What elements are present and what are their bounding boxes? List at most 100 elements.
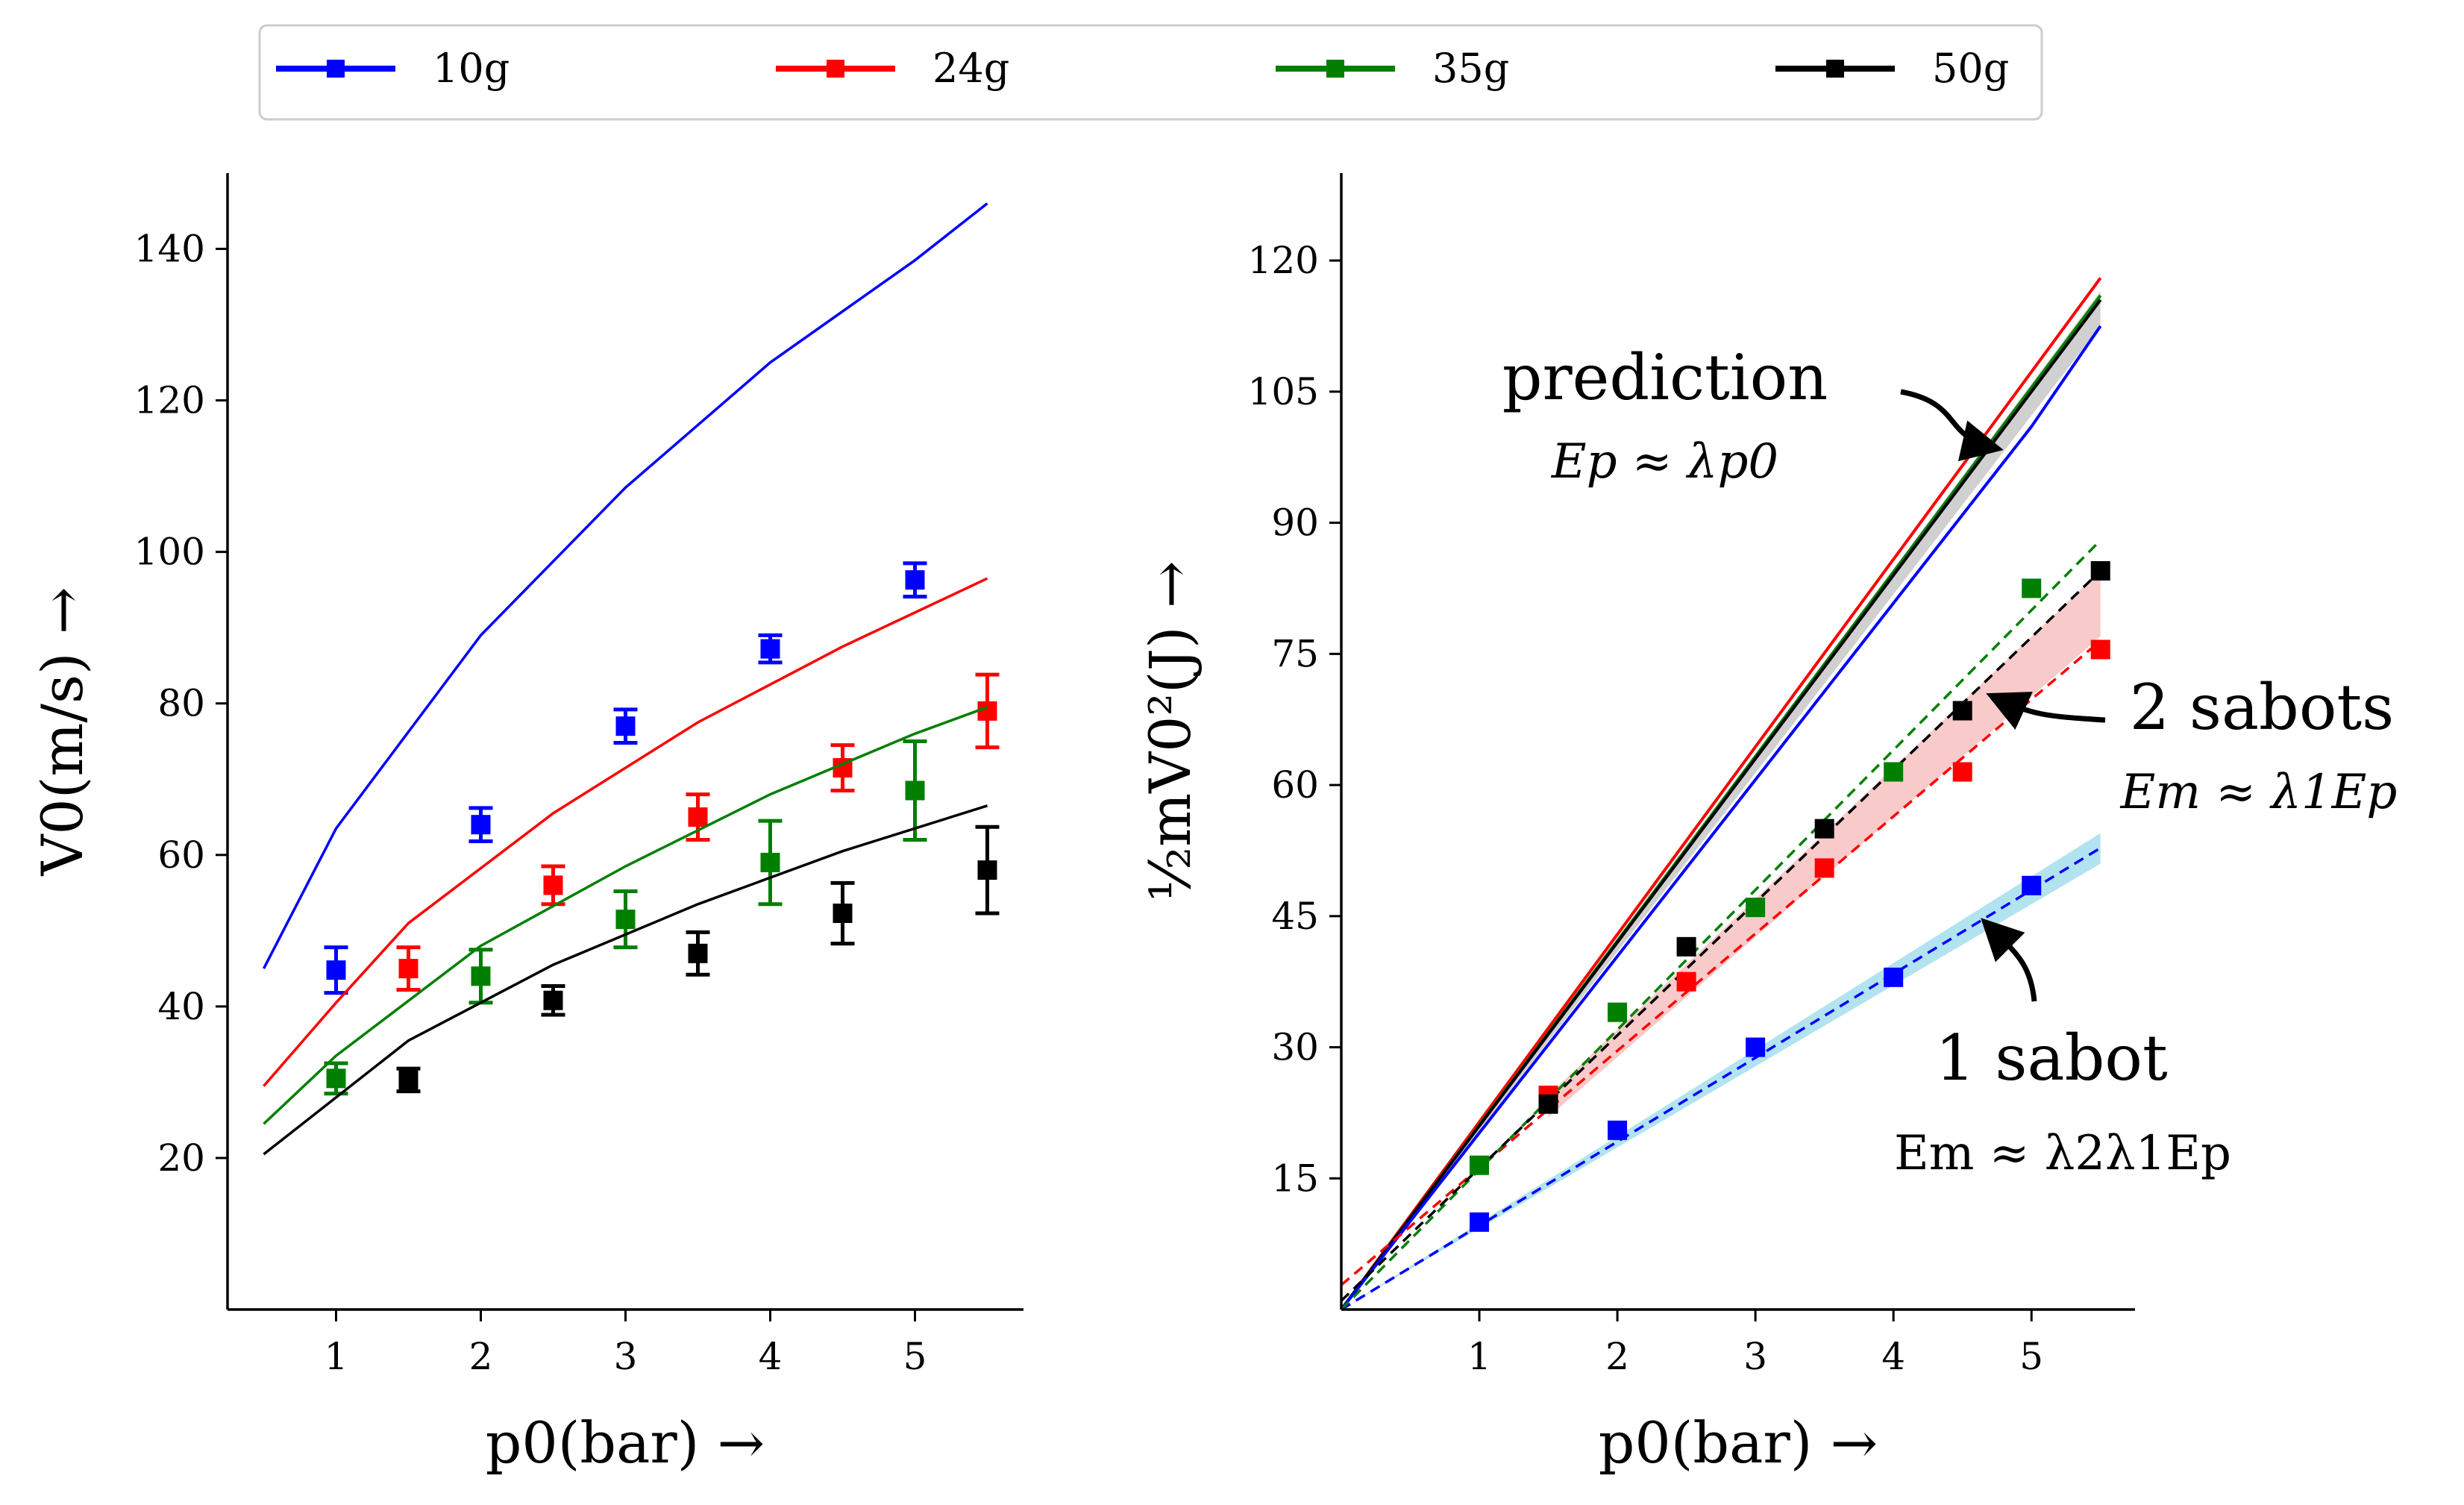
right-y-tick-label-90: 90	[1271, 501, 1319, 545]
right-y-tick-label-45: 45	[1271, 895, 1319, 938]
fit-line-24g	[1340, 639, 2101, 1286]
model-line-50g	[263, 804, 988, 1156]
data-point-50g-0	[398, 1070, 418, 1090]
right-y-tick-label-30: 30	[1271, 1026, 1319, 1069]
legend-label-35g: 35g	[1432, 45, 1509, 92]
energy-point-10g-0	[1470, 1212, 1490, 1232]
energy-point-35g-0	[1470, 1155, 1490, 1175]
annotation-one-sabot-eq: Em ≈ λ2λ1Ep	[1894, 1126, 2231, 1181]
energy-point-50g-3	[1952, 701, 1972, 721]
prediction-line-50g	[1340, 298, 2102, 1311]
data-point-10g-2	[615, 716, 636, 736]
energy-point-50g-0	[1538, 1094, 1558, 1114]
right-y-label: ½mV0²(J) →	[1137, 560, 1203, 901]
energy-point-24g-4	[2090, 639, 2110, 660]
arrow-one-sabot	[1981, 918, 2037, 1002]
energy-point-24g-3	[1952, 762, 1972, 782]
prediction-line-10g	[1340, 325, 2102, 1311]
right-x-label: p0(bar) →	[1599, 1409, 1878, 1476]
arrow-two-sabots	[1986, 692, 2106, 730]
left-y-tick-label-80: 80	[157, 682, 205, 725]
data-point-24g-4	[977, 701, 997, 721]
data-point-35g-1	[471, 966, 491, 986]
legend-marker-24g	[827, 60, 844, 78]
energy-point-50g-2	[1814, 819, 1834, 839]
annotation-two-sabots: 2 sabots	[2130, 671, 2395, 744]
left-x-tick-label-5: 5	[903, 1335, 927, 1378]
annotation-prediction: prediction	[1502, 341, 1828, 414]
data-point-10g-3	[760, 639, 780, 659]
data-point-35g-4	[905, 780, 925, 801]
data-point-10g-1	[471, 815, 491, 835]
energy-point-10g-2	[1746, 1037, 1766, 1057]
right-y-tick-label-75: 75	[1271, 632, 1319, 675]
energy-point-10g-1	[1608, 1120, 1628, 1140]
right-x-tick-label-2: 2	[1605, 1335, 1629, 1378]
data-point-50g-2	[688, 943, 708, 963]
left-y-label: V0(m/s) →	[29, 586, 95, 876]
data-point-35g-0	[326, 1068, 346, 1089]
data-point-24g-2	[688, 807, 708, 827]
legend-marker-10g	[327, 60, 345, 78]
data-point-50g-4	[977, 860, 997, 880]
right-x-tick-label-5: 5	[2019, 1335, 2043, 1378]
data-point-24g-1	[543, 875, 563, 895]
legend-label-24g: 24g	[932, 45, 1009, 92]
left-panel: 1 2 3 4 5 20 40 60 80 100 120 140 p0(bar) → V0(m/s)…	[29, 173, 1023, 1476]
right-y-tick-label-105: 105	[1248, 370, 1319, 413]
right-x-tick-label-1: 1	[1467, 1335, 1491, 1378]
right-y-tick-label-120: 120	[1248, 239, 1319, 282]
data-point-10g-0	[326, 960, 346, 980]
legend-marker-35g	[1326, 60, 1344, 78]
energy-point-35g-2	[1746, 898, 1766, 918]
energy-point-50g-1	[1676, 936, 1696, 957]
right-x-tick-label-4: 4	[1881, 1335, 1905, 1378]
left-x-tick-label-2: 2	[469, 1335, 493, 1378]
left-y-tick-label-60: 60	[157, 833, 205, 877]
arrow-prediction	[1900, 389, 2004, 462]
energy-point-35g-3	[1884, 762, 1904, 782]
data-point-24g-0	[398, 959, 418, 979]
data-point-35g-3	[760, 852, 780, 872]
annotation-prediction-eq: Ep ≈ λp0	[1551, 434, 1778, 489]
legend: 10g 24g 35g 50g	[258, 24, 2043, 121]
left-x-tick-label-4: 4	[759, 1335, 783, 1378]
left-y-tick-label-100: 100	[134, 531, 205, 574]
energy-point-35g-1	[1608, 1002, 1628, 1022]
right-y-tick-label-15: 15	[1271, 1157, 1319, 1200]
left-x-tick-label-3: 3	[614, 1335, 638, 1378]
energy-point-10g-3	[1884, 967, 1904, 987]
right-y-tick-label-60: 60	[1271, 763, 1319, 807]
one-sabot-band	[1341, 833, 2101, 1310]
legend-label-10g: 10g	[433, 45, 510, 92]
legend-label-50g: 50g	[1932, 45, 2009, 92]
data-point-50g-3	[833, 903, 853, 923]
left-y-tick-label-120: 120	[134, 379, 205, 422]
legend-marker-50g	[1826, 60, 1844, 78]
energy-point-10g-4	[2022, 875, 2042, 895]
model-line-35g	[263, 706, 988, 1125]
left-x-label: p0(bar) →	[486, 1409, 765, 1476]
right-x-tick-label-3: 3	[1743, 1335, 1767, 1378]
energy-point-24g-2	[1814, 858, 1834, 878]
left-y-tick-label-140: 140	[134, 228, 205, 271]
energy-point-35g-4	[2022, 578, 2042, 598]
data-point-35g-2	[615, 910, 636, 930]
model-line-24g	[263, 577, 988, 1087]
data-point-50g-1	[543, 990, 563, 1010]
fit-line-35g	[1340, 539, 2101, 1311]
annotation-one-sabot: 1 sabot	[1935, 1021, 2168, 1095]
left-y-tick-label-40: 40	[157, 985, 205, 1028]
left-x-tick-label-1: 1	[325, 1335, 348, 1378]
left-y-tick-label-20: 20	[157, 1136, 205, 1180]
energy-point-50g-4	[2090, 561, 2110, 581]
annotation-two-sabots-eq: Em ≈ λ1Ep	[2120, 765, 2398, 820]
fit-line-10g	[1341, 846, 2101, 1311]
legend-frame	[258, 24, 2043, 121]
energy-point-24g-1	[1676, 971, 1696, 992]
model-line-10g	[262, 202, 988, 969]
data-point-10g-4	[905, 570, 925, 590]
fit-line-50g	[1340, 569, 2101, 1302]
